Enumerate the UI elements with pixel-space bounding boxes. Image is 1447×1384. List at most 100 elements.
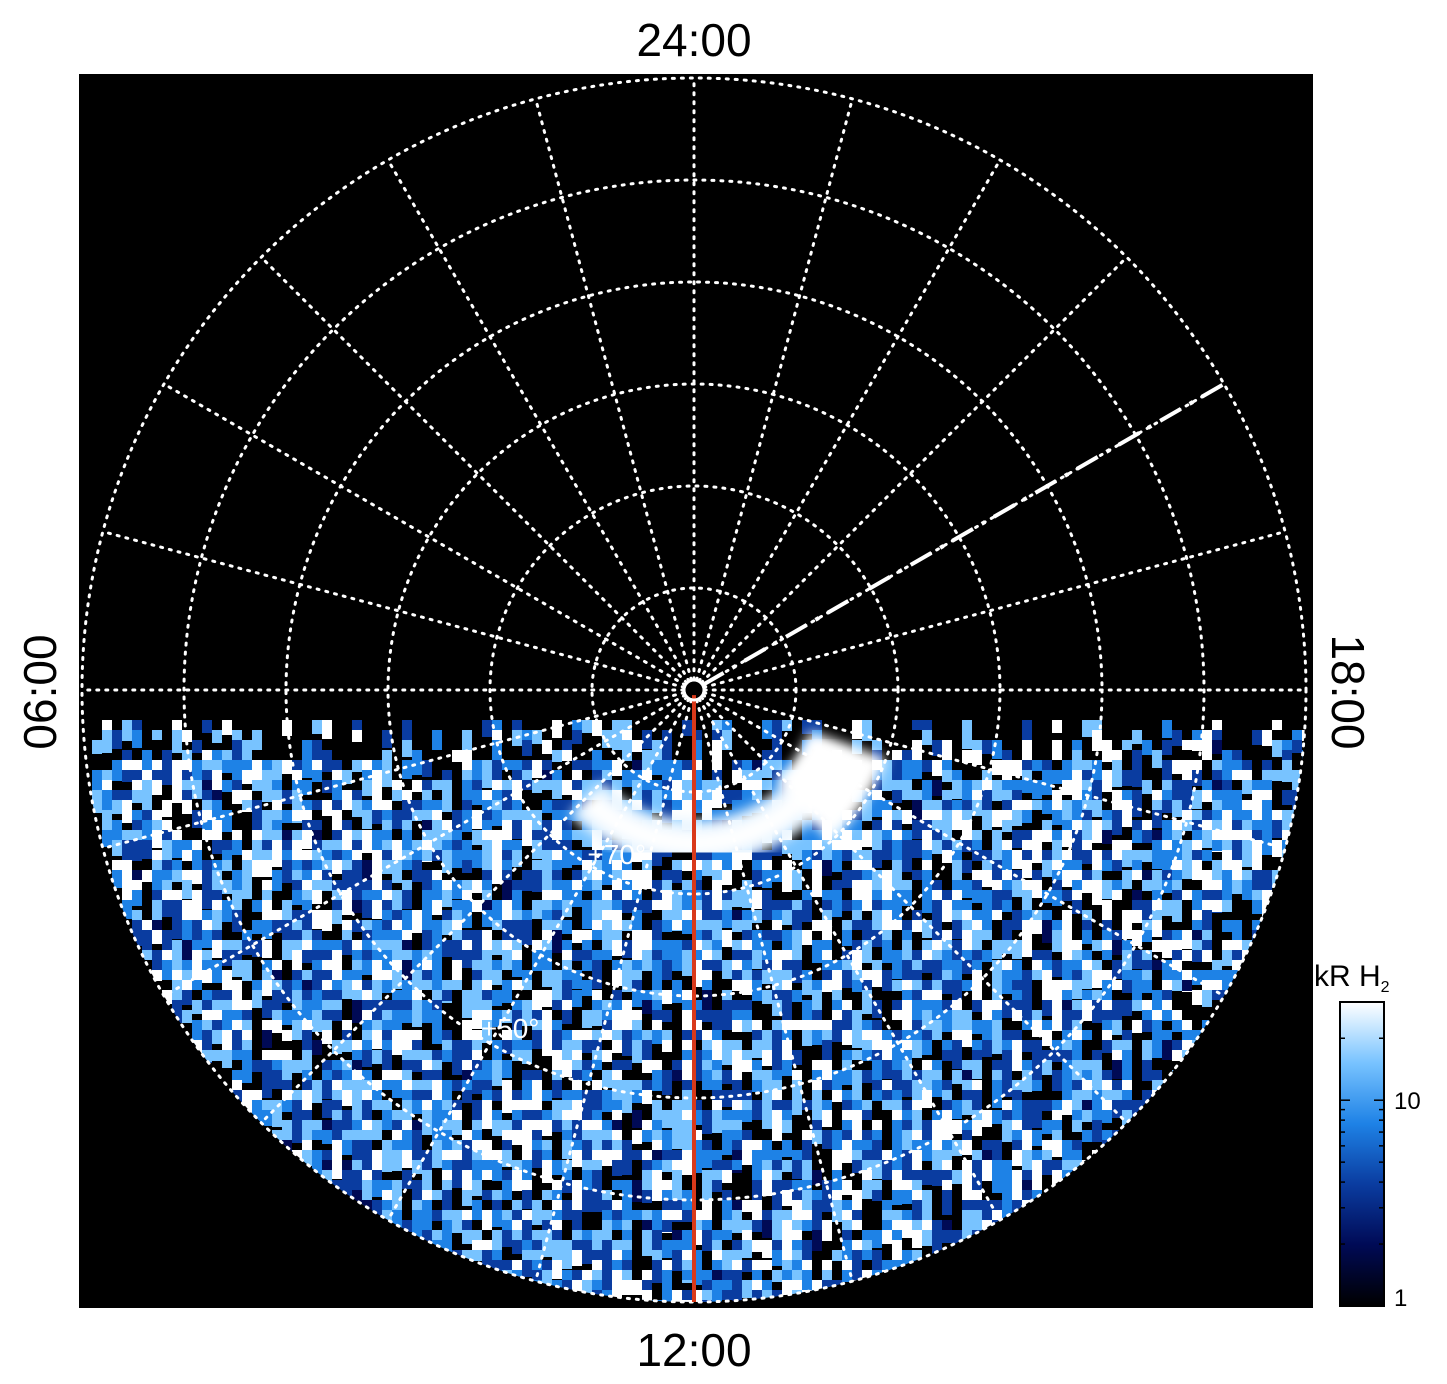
emission-cell <box>322 950 332 966</box>
emission-cell <box>482 1250 492 1267</box>
emission-cell <box>1032 1070 1042 1082</box>
emission-cell <box>462 1060 472 1070</box>
emission-cell <box>612 1200 622 1214</box>
emission-cell <box>1152 900 1162 912</box>
emission-cell <box>1262 890 1272 904</box>
emission-cell <box>162 750 172 763</box>
emission-cell <box>802 1100 812 1110</box>
emission-cell <box>932 910 942 921</box>
emission-cell <box>932 1130 942 1151</box>
emission-cell <box>1282 790 1292 805</box>
emission-cell <box>152 910 162 920</box>
emission-cell <box>532 1010 542 1029</box>
emission-cell <box>1062 1010 1072 1033</box>
emission-cell <box>292 850 302 868</box>
emission-cell <box>502 1190 512 1200</box>
emission-cell <box>962 980 972 991</box>
emission-cell <box>802 1030 812 1046</box>
emission-cell <box>382 980 392 993</box>
emission-cell <box>682 1040 692 1057</box>
emission-cell <box>952 920 962 939</box>
emission-cell <box>852 900 862 911</box>
emission-cell <box>772 1190 782 1209</box>
emission-cell <box>1112 1040 1122 1057</box>
emission-cell <box>692 1060 702 1081</box>
emission-cell <box>372 1150 382 1168</box>
emission-cell <box>152 850 162 869</box>
emission-cell <box>352 1050 362 1060</box>
emission-cell <box>172 870 182 882</box>
emission-cell <box>592 960 602 975</box>
emission-cell <box>712 1250 722 1260</box>
emission-cell <box>792 1020 802 1030</box>
emission-cell <box>1102 1040 1112 1053</box>
emission-cell <box>452 750 462 762</box>
emission-cell <box>792 930 802 946</box>
emission-cell <box>1212 740 1222 754</box>
emission-cell <box>962 960 972 974</box>
emission-cell <box>222 780 232 792</box>
emission-cell <box>122 810 132 823</box>
emission-cell <box>1172 1040 1182 1053</box>
emission-cell <box>422 1050 432 1067</box>
emission-cell <box>672 1110 682 1124</box>
emission-cell <box>992 1030 1002 1041</box>
emission-cell <box>1032 1180 1042 1198</box>
emission-cell <box>1112 1020 1122 1035</box>
emission-cell <box>462 950 472 968</box>
pole-marker <box>682 678 706 702</box>
emission-cell <box>762 1180 772 1196</box>
emission-cell <box>992 1040 1002 1054</box>
emission-cell <box>752 1160 762 1182</box>
emission-cell <box>922 760 932 772</box>
emission-cell <box>1102 860 1112 871</box>
emission-cell <box>862 1240 872 1251</box>
emission-cell <box>1012 800 1022 813</box>
emission-cell <box>642 1270 652 1285</box>
emission-cell <box>432 1150 442 1168</box>
emission-cell <box>892 1170 902 1181</box>
emission-cell <box>872 840 882 852</box>
emission-cell <box>432 780 442 790</box>
emission-cell <box>462 1230 472 1244</box>
emission-cell <box>1092 870 1102 886</box>
emission-cell <box>612 1040 622 1053</box>
emission-cell <box>602 850 612 871</box>
emission-cell <box>942 1170 952 1184</box>
emission-cell <box>302 890 312 908</box>
emission-cell <box>782 970 792 982</box>
emission-cell <box>832 970 842 993</box>
emission-cell <box>392 1120 402 1130</box>
emission-cell <box>682 800 692 820</box>
emission-cell <box>892 750 902 765</box>
emission-cell <box>492 860 502 878</box>
emission-cell <box>682 910 692 928</box>
emission-cell <box>702 1220 712 1232</box>
emission-cell <box>802 1210 812 1228</box>
emission-cell <box>1172 800 1182 817</box>
emission-cell <box>1212 990 1222 1000</box>
emission-cell <box>352 1000 362 1023</box>
emission-cell <box>512 960 522 977</box>
emission-cell <box>572 880 582 899</box>
emission-cell <box>642 1230 652 1241</box>
emission-cell <box>292 830 302 843</box>
emission-cell <box>802 1180 812 1192</box>
emission-cell <box>332 770 342 787</box>
emission-cell <box>422 820 432 833</box>
emission-cell <box>262 1020 272 1032</box>
emission-cell <box>612 1010 622 1033</box>
emission-cell <box>852 920 862 930</box>
emission-cell <box>802 890 812 900</box>
emission-cell <box>892 810 902 821</box>
emission-cell <box>772 1220 782 1233</box>
emission-cell <box>552 1030 562 1046</box>
emission-cell <box>942 1020 952 1031</box>
emission-cell <box>702 1080 712 1090</box>
emission-cell <box>582 1120 592 1133</box>
emission-cell <box>532 780 542 793</box>
emission-cell <box>262 860 272 877</box>
emission-cell <box>952 770 962 782</box>
emission-cell <box>422 870 432 880</box>
emission-cell <box>552 1100 562 1119</box>
